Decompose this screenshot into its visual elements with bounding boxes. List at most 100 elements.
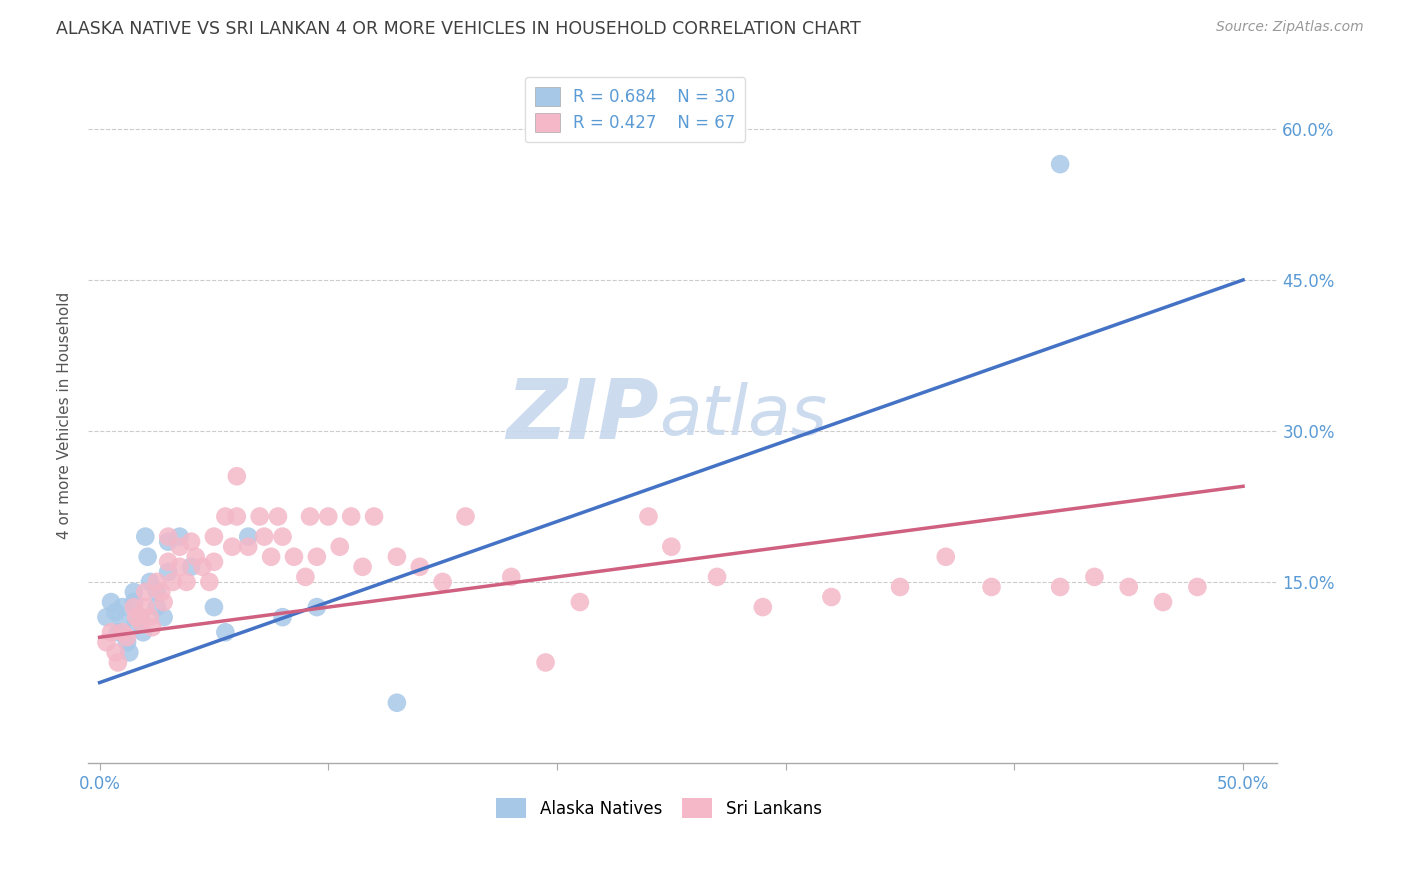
Point [432,574,454,589]
Point [115,635,138,649]
Point [249,509,271,524]
Point [706,570,728,584]
Point [111,625,134,640]
Point [298,509,321,524]
Point [214,625,236,640]
Point [214,509,236,524]
Point [134,585,156,599]
Point [935,549,957,564]
Point [980,580,1002,594]
Point [454,509,477,524]
Point [305,549,328,564]
Point [157,534,180,549]
Point [305,600,328,615]
Point [139,610,162,624]
Point [152,610,174,624]
Point [96,610,118,624]
Point [157,565,180,579]
Point [637,509,659,524]
Point [104,645,127,659]
Point [363,509,385,524]
Y-axis label: 4 or more Vehicles in Household: 4 or more Vehicles in Household [58,293,72,540]
Point [820,590,842,604]
Point [238,530,260,544]
Point [1187,580,1209,594]
Point [134,600,156,615]
Point [169,559,191,574]
Point [111,600,134,615]
Point [202,600,225,615]
Point [136,549,159,564]
Point [1049,157,1071,171]
Point [107,656,129,670]
Point [385,696,408,710]
Legend: Alaska Natives, Sri Lankans: Alaska Natives, Sri Lankans [489,792,828,824]
Text: atlas: atlas [659,383,827,450]
Point [294,570,316,584]
Point [283,549,305,564]
Point [157,555,180,569]
Point [115,630,138,644]
Point [145,585,167,599]
Point [501,570,523,584]
Point [198,574,221,589]
Point [100,625,122,640]
Point [271,610,294,624]
Point [180,534,202,549]
Point [238,540,260,554]
Point [145,574,167,589]
Text: ALASKA NATIVE VS SRI LANKAN 4 OR MORE VEHICLES IN HOUSEHOLD CORRELATION CHART: ALASKA NATIVE VS SRI LANKAN 4 OR MORE VE… [56,20,860,37]
Point [184,549,207,564]
Point [139,574,162,589]
Point [125,610,148,624]
Point [352,559,374,574]
Text: ZIP: ZIP [506,376,659,457]
Point [157,530,180,544]
Point [329,540,352,554]
Point [267,509,290,524]
Point [122,595,145,609]
Point [104,605,127,619]
Point [129,610,152,624]
Point [176,574,198,589]
Point [568,595,591,609]
Point [145,600,167,615]
Point [169,530,191,544]
Point [534,656,557,670]
Point [340,509,363,524]
Point [96,635,118,649]
Point [180,559,202,574]
Point [225,469,247,483]
Text: Source: ZipAtlas.com: Source: ZipAtlas.com [1216,20,1364,34]
Point [169,540,191,554]
Point [202,555,225,569]
Point [271,530,294,544]
Point [162,574,184,589]
Point [152,595,174,609]
Point [260,549,283,564]
Point [132,625,155,640]
Point [889,580,911,594]
Point [1118,580,1140,594]
Point [221,540,243,554]
Point [409,559,432,574]
Point [752,600,775,615]
Point [385,549,408,564]
Point [253,530,276,544]
Point [225,509,247,524]
Point [1083,570,1105,584]
Point [191,559,214,574]
Point [122,600,145,615]
Point [141,620,163,634]
Point [150,585,173,599]
Point [1049,580,1071,594]
Point [118,645,141,659]
Point [316,509,339,524]
Point [1152,595,1174,609]
Point [111,615,134,630]
Point [202,530,225,544]
Point [125,615,148,630]
Point [129,615,152,630]
Point [107,625,129,640]
Point [100,595,122,609]
